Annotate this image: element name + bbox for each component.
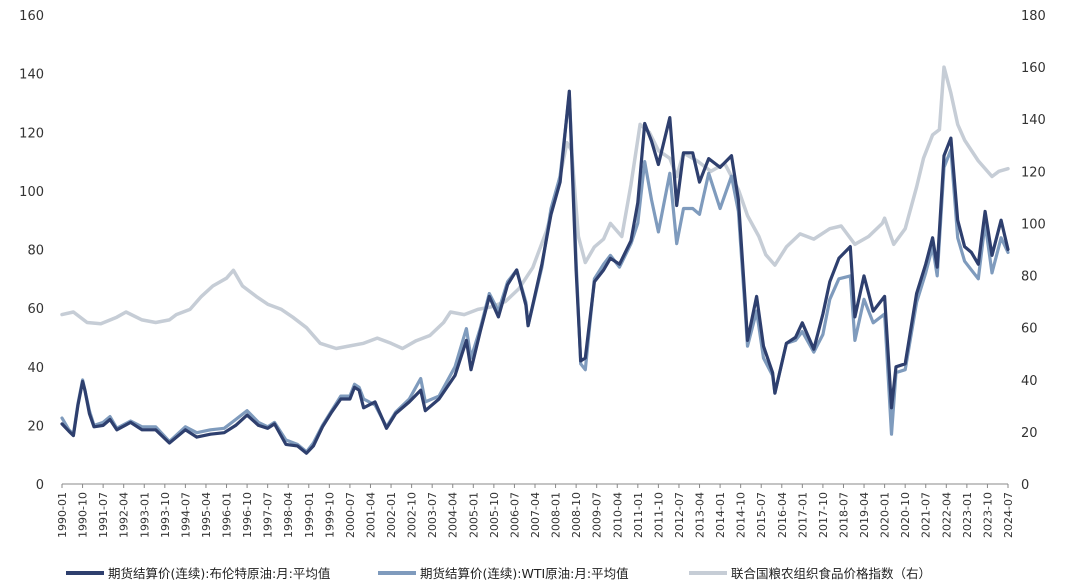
x-tick-label: 1995-04 — [200, 492, 213, 538]
legend-label: 联合国粮农组织食品价格指数（右） — [731, 566, 931, 581]
x-tick-label: 2003-07 — [426, 492, 439, 538]
x-tick-label: 1992-04 — [118, 492, 131, 538]
x-tick-label: 2011-01 — [632, 492, 645, 538]
y-right-tick-label: 120 — [1021, 165, 1046, 180]
y-left-tick-label: 40 — [27, 361, 44, 376]
x-tick-label: 1997-07 — [262, 492, 275, 538]
x-tick-label: 2011-10 — [652, 492, 665, 538]
x-tick-label: 2017-01 — [796, 492, 809, 538]
x-axis: 1990-01 1990-10 1991-07 1992-04 1993-01 1993-… — [56, 484, 1015, 538]
x-tick-label: 2008-01 — [550, 492, 563, 538]
x-tick-label: 2002-01 — [385, 492, 398, 538]
x-tick-label: 2023-01 — [961, 492, 974, 538]
x-tick-label: 1998-04 — [282, 492, 295, 538]
x-tick-label: 2019-04 — [858, 492, 871, 538]
x-tick-label: 1999-01 — [303, 492, 316, 538]
y-right-tick-label: 60 — [1021, 322, 1038, 337]
x-tick-label: 2016-04 — [776, 492, 789, 538]
y-right-tick-label: 80 — [1021, 270, 1038, 285]
y-left-tick-label: 0 — [36, 478, 44, 493]
y-right-tick-label: 140 — [1021, 113, 1046, 128]
series-line-3 — [60, 65, 1010, 351]
x-tick-label: 2023-10 — [981, 492, 994, 538]
y-right-tick-label: 160 — [1021, 61, 1046, 76]
x-tick-label: 2000-07 — [344, 492, 357, 538]
series-line-2 — [60, 92, 1010, 454]
y-left-tick-label: 120 — [19, 126, 44, 141]
x-tick-label: 2018-07 — [837, 492, 850, 538]
x-tick-label: 2014-10 — [735, 492, 748, 538]
x-tick-label: 1993-10 — [159, 492, 172, 538]
x-tick-label: 2021-07 — [920, 492, 933, 538]
x-tick-label: 2015-07 — [755, 492, 768, 538]
x-tick-label: 2008-10 — [570, 492, 583, 538]
y-left-tick-label: 60 — [27, 302, 44, 317]
x-tick-label: 1996-01 — [221, 492, 234, 538]
x-tick-label: 1993-01 — [138, 492, 151, 538]
x-tick-label: 2001-04 — [364, 492, 377, 538]
x-tick-label: 2007-04 — [529, 492, 542, 538]
x-tick-label: 2022-04 — [940, 492, 953, 538]
y-right-tick-label: 180 — [1021, 9, 1046, 24]
x-tick-label: 2002-10 — [406, 492, 419, 538]
y-right-tick-label: 40 — [1021, 374, 1038, 389]
x-tick-label: 2010-04 — [611, 492, 624, 538]
x-tick-label: 2020-01 — [879, 492, 892, 538]
y-right-tick-label: 100 — [1021, 217, 1046, 232]
y-right-tick-label: 20 — [1021, 426, 1038, 441]
plot-area — [60, 65, 1010, 455]
x-tick-label: 1999-10 — [323, 492, 336, 538]
legend-label: 期货结算价(连续):WTI原油:月:平均值 — [420, 566, 629, 581]
x-tick-label: 2024-07 — [1002, 492, 1015, 538]
x-tick-label: 2009-07 — [591, 492, 604, 538]
y-left-tick-label: 20 — [27, 419, 44, 434]
series-line-1 — [60, 89, 1010, 455]
x-tick-label: 2013-04 — [694, 492, 707, 538]
left-y-axis: 0 20 40 60 80 100 120 140 160 — [19, 9, 44, 493]
x-tick-label: 2005-10 — [488, 492, 501, 538]
x-tick-label: 2017-10 — [817, 492, 830, 538]
x-tick-label: 1991-07 — [97, 492, 110, 538]
y-right-tick-label: 0 — [1021, 478, 1029, 493]
right-y-axis: 0 20 40 60 80 100 120 140 160 180 — [1021, 9, 1046, 493]
x-tick-label: 2005-01 — [467, 492, 480, 538]
y-left-tick-label: 160 — [19, 9, 44, 24]
y-left-tick-label: 100 — [19, 185, 44, 200]
legend: 期货结算价(连续):布伦特原油:月:平均值 期货结算价(连续):WTI原油:月:平… — [66, 566, 931, 581]
x-tick-label: 2006-07 — [508, 492, 521, 538]
x-tick-label: 2004-04 — [447, 492, 460, 538]
x-tick-label: 2014-01 — [714, 492, 727, 538]
x-tick-label: 2020-10 — [899, 492, 912, 538]
x-tick-label: 1994-07 — [179, 492, 192, 538]
x-tick-label: 1990-01 — [56, 492, 69, 538]
x-tick-label: 2012-07 — [673, 492, 686, 538]
x-tick-label: 1990-10 — [77, 492, 90, 538]
legend-label: 期货结算价(连续):布伦特原油:月:平均值 — [108, 566, 330, 581]
x-tick-label: 1996-10 — [241, 492, 254, 538]
y-left-tick-label: 140 — [19, 68, 44, 83]
y-left-tick-label: 80 — [27, 244, 44, 259]
